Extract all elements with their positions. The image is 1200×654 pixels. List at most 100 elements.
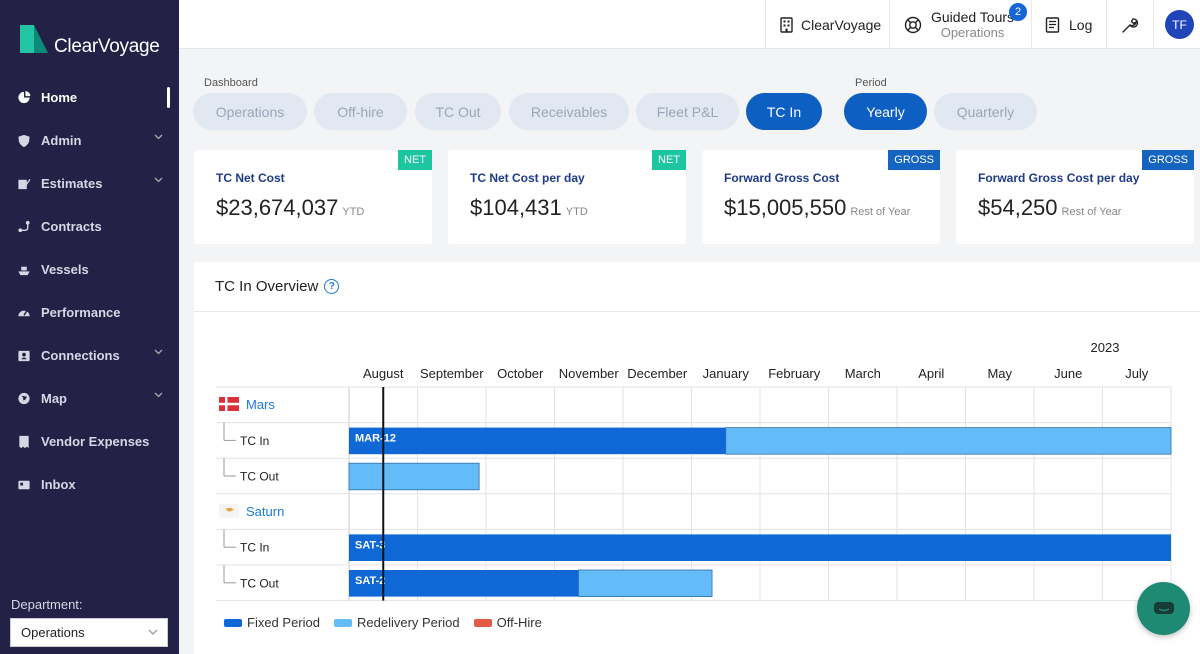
- tab-tc-out[interactable]: TC Out: [415, 93, 501, 130]
- kpi-card-tc-net-cost: NET TC Net Cost $23,674,037 YTD: [194, 150, 432, 244]
- card-title: Forward Gross Cost: [724, 171, 840, 185]
- sidebar: ClearVoyage Home Admin Estimates Contracts V…: [0, 0, 179, 654]
- chat-button[interactable]: [1137, 582, 1190, 635]
- card-value: $104,431 YTD: [470, 195, 588, 221]
- card-suffix: YTD: [565, 206, 588, 218]
- department-select[interactable]: Operations: [10, 618, 168, 647]
- denmark-flag-icon: [219, 397, 239, 411]
- sidebar-item-contracts[interactable]: Contracts: [0, 205, 179, 248]
- globe-icon: [18, 392, 30, 404]
- user-menu[interactable]: [1153, 0, 1200, 49]
- period-tab-yearly[interactable]: Yearly: [844, 93, 927, 130]
- month-label-april: April: [918, 366, 944, 381]
- month-label-september: September: [420, 366, 484, 381]
- sidebar-item-admin[interactable]: Admin: [0, 119, 179, 162]
- legend-label: Redelivery Period: [356, 615, 460, 630]
- wrench-icon: [1122, 17, 1139, 33]
- gantt-bar-fixed[interactable]: [349, 570, 579, 597]
- month-label-october: October: [497, 366, 544, 381]
- department-value: Operations: [21, 625, 85, 640]
- card-title: TC Net Cost: [216, 171, 285, 185]
- brand-logo[interactable]: ClearVoyage: [18, 20, 160, 58]
- kpi-card-forward-gross-cost: GROSS Forward Gross Cost $15,005,550 Rest o…: [702, 150, 940, 244]
- company-switcher[interactable]: ClearVoyage: [765, 0, 889, 49]
- period-group-label: Period: [855, 77, 887, 89]
- sidebar-item-estimates[interactable]: Estimates: [0, 162, 179, 205]
- avatar[interactable]: TF: [1165, 10, 1194, 39]
- tab-off-hire[interactable]: Off-hire: [314, 93, 407, 130]
- guided-tours-button[interactable]: Guided Tours Operations 2: [889, 0, 1031, 49]
- top-bar: ClearVoyage Guided Tours Operations 2 Lo…: [179, 0, 1200, 49]
- tab-receivables[interactable]: Receivables: [509, 93, 629, 130]
- kpi-card-forward-gross-cost-per-day: GROSS Forward Gross Cost per day $54,250 Re…: [956, 150, 1194, 244]
- overview-header: TC In Overview ?: [194, 262, 1200, 312]
- dashboard-group-label: Dashboard: [204, 77, 258, 89]
- sidebar-item-vendor-expenses[interactable]: Vendor Expenses: [0, 420, 179, 463]
- sidebar-item-label: Performance: [41, 305, 121, 320]
- tours-count-badge: 2: [1009, 3, 1027, 21]
- sidebar-item-map[interactable]: Map: [0, 377, 179, 420]
- sidebar-item-vessels[interactable]: Vessels: [0, 248, 179, 291]
- pie-chart-icon: [18, 90, 31, 103]
- sidebar-item-label: Admin: [41, 133, 82, 148]
- sidebar-item-label: Contracts: [41, 219, 102, 234]
- card-tag: GROSS: [888, 150, 940, 170]
- legend-item-redelivery-period: Redelivery Period: [333, 615, 460, 630]
- card-suffix: Rest of Year: [850, 206, 911, 218]
- gantt-bar-redelivery[interactable]: [348, 462, 480, 491]
- gantt-chart: 2023 August September October November Decemb…: [216, 340, 1172, 602]
- help-icon[interactable]: ?: [324, 279, 340, 294]
- row-label-tc-out: TC Out: [240, 470, 279, 484]
- row-label-tc-in: TC In: [240, 541, 269, 555]
- vessel-name-saturn[interactable]: Saturn: [246, 504, 284, 519]
- gantt-bar-fixed[interactable]: [349, 534, 1171, 561]
- chevron-down-icon: [148, 629, 158, 635]
- gauge-icon: [18, 309, 30, 316]
- legend-label: Off-Hire: [496, 615, 542, 630]
- tab-fleet-p-l[interactable]: Fleet P&L: [636, 93, 739, 130]
- vessel-name-mars[interactable]: Mars: [246, 397, 275, 412]
- card-tag: NET: [652, 150, 686, 170]
- gantt-bar-redelivery[interactable]: [578, 569, 713, 598]
- tc-in-overview-panel: TC In Overview ? 2023 August September Octo…: [194, 262, 1200, 654]
- card-amount: $23,674,037: [216, 195, 339, 220]
- chevron-down-icon: [154, 392, 163, 398]
- sidebar-item-connections[interactable]: Connections: [0, 334, 179, 377]
- month-label-march: March: [845, 366, 881, 381]
- notebook-icon: [1045, 16, 1060, 33]
- gantt-bar-fixed[interactable]: [349, 427, 726, 455]
- sidebar-item-label: Connections: [41, 348, 120, 363]
- legend-swatch: [224, 618, 242, 627]
- brand-name: ClearVoyage: [54, 36, 160, 57]
- gantt-bar-label: MAR-12: [355, 433, 396, 445]
- sidebar-item-label: Inbox: [41, 477, 76, 492]
- period-tab-quarterly[interactable]: Quarterly: [934, 93, 1037, 130]
- route-icon: [18, 220, 30, 232]
- log-button[interactable]: Log: [1031, 0, 1106, 49]
- month-label-february: February: [768, 366, 821, 381]
- row-label-tc-in: TC In: [240, 434, 269, 448]
- sidebar-item-home[interactable]: Home: [0, 76, 179, 119]
- sidebar-item-performance[interactable]: Performance: [0, 291, 179, 334]
- tab-operations[interactable]: Operations: [193, 93, 307, 130]
- guided-tours-label: Guided Tours: [931, 8, 1015, 25]
- legend-item-off-hire: Off-Hire: [473, 615, 542, 630]
- cyprus-flag-icon: [219, 503, 239, 518]
- sidebar-item-inbox[interactable]: Inbox: [0, 463, 179, 506]
- sidebar-nav: Home Admin Estimates Contracts Vessels Perfor…: [0, 76, 179, 506]
- tools-button[interactable]: [1106, 0, 1153, 49]
- active-indicator: [167, 87, 170, 108]
- card-amount: $54,250: [978, 195, 1058, 220]
- card-value: $15,005,550 Rest of Year: [724, 195, 910, 221]
- lifebuoy-icon: [904, 16, 922, 33]
- sidebar-item-label: Map: [41, 391, 67, 406]
- tab-tc-in[interactable]: TC In: [746, 93, 822, 130]
- edit-icon: [18, 178, 31, 189]
- receipt-icon: [19, 435, 29, 448]
- card-value: $23,674,037 YTD: [216, 195, 364, 221]
- company-name: ClearVoyage: [801, 16, 882, 33]
- card-value: $54,250 Rest of Year: [978, 195, 1121, 221]
- gantt-bar-redelivery[interactable]: [725, 427, 1172, 455]
- month-label-august: August: [363, 366, 404, 381]
- building-icon: [780, 16, 793, 33]
